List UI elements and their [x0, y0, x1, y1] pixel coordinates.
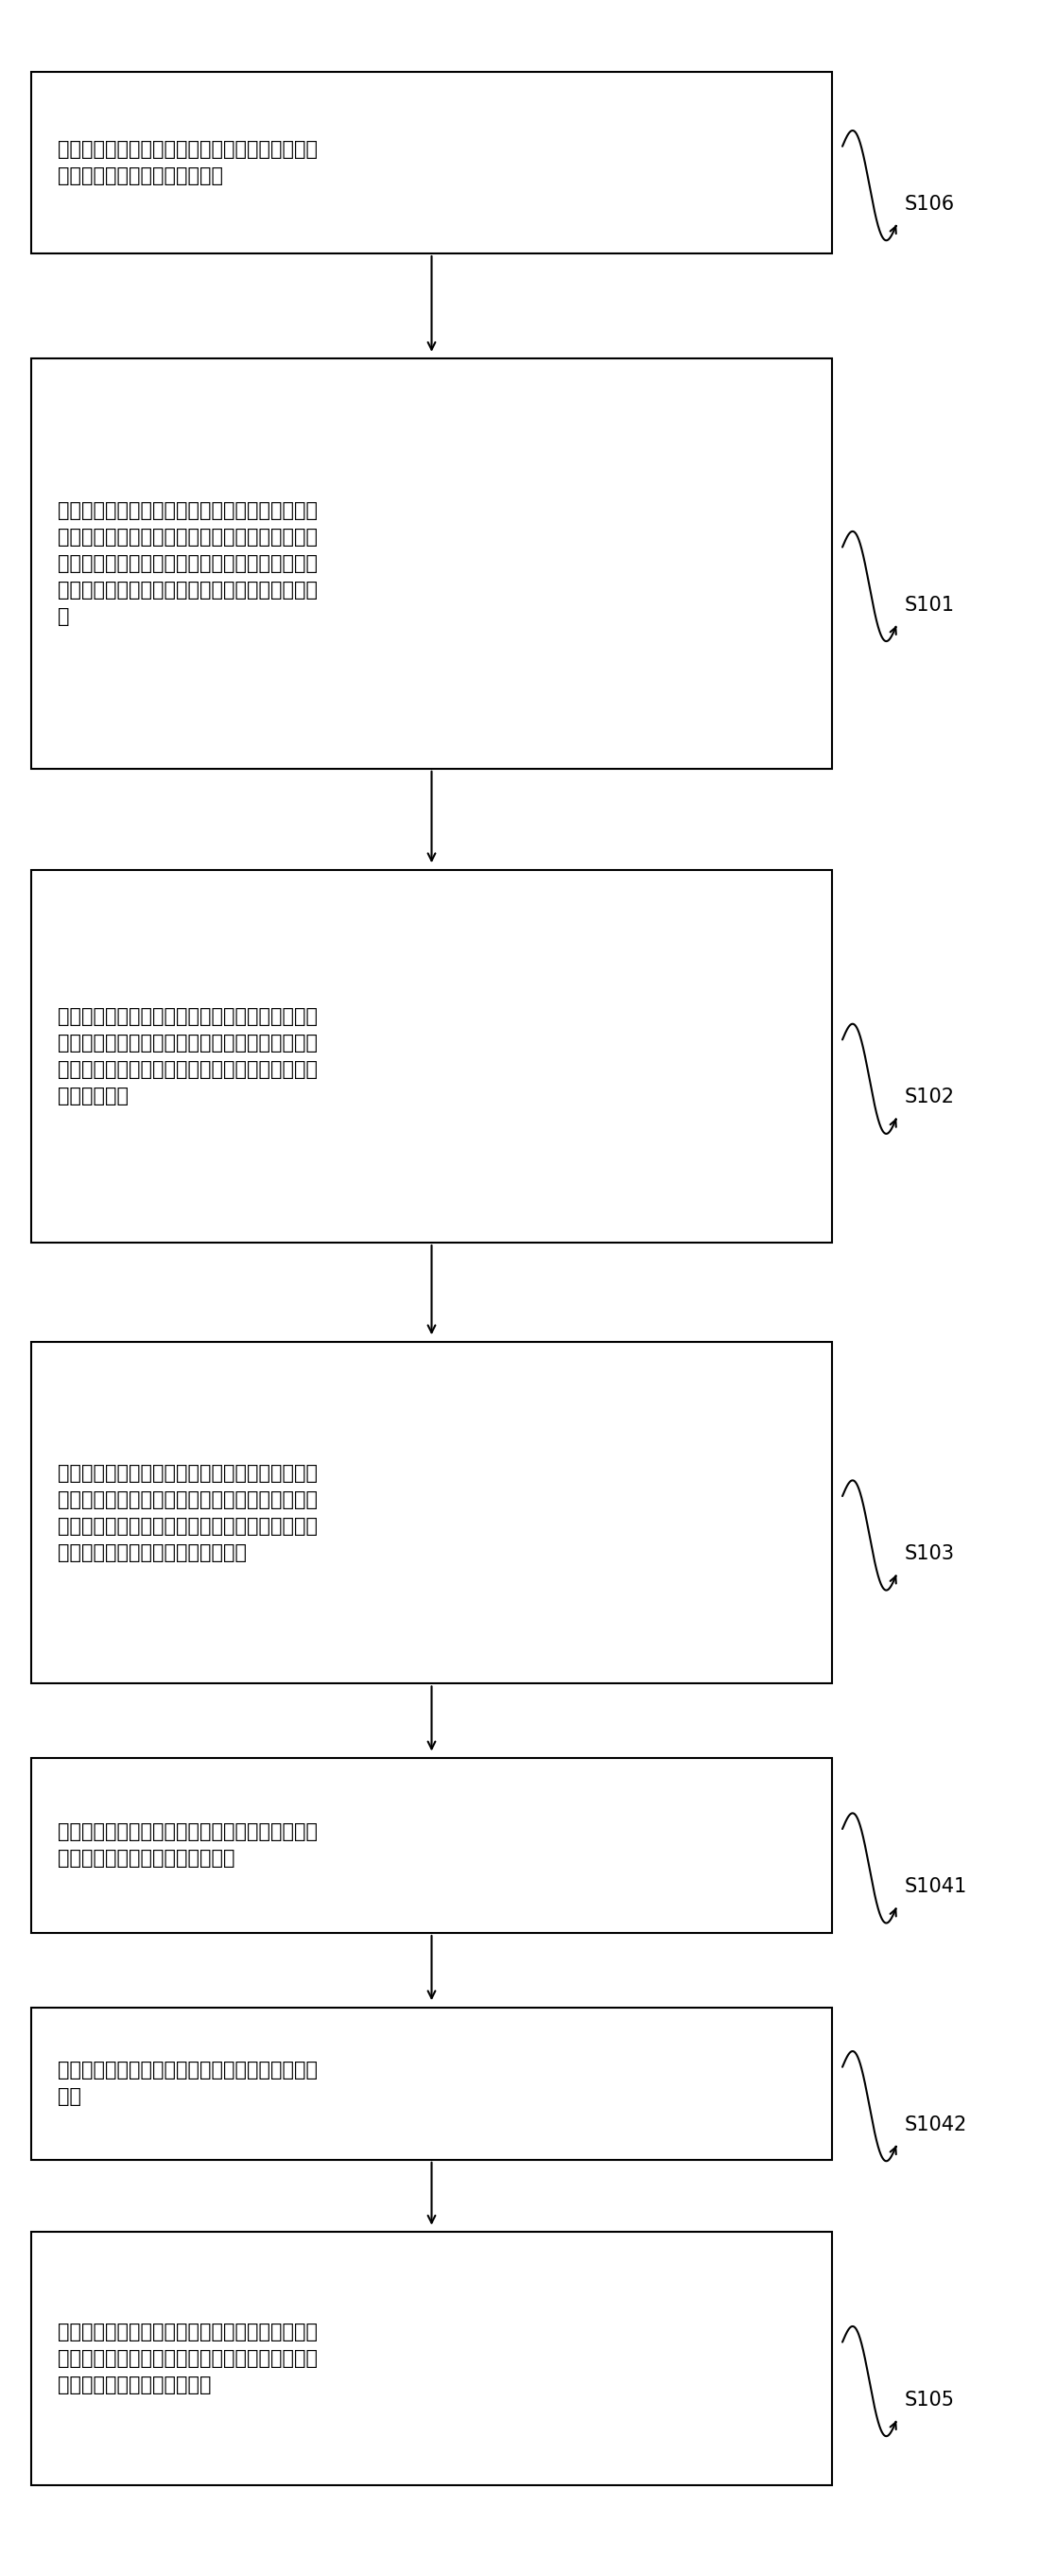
Bar	[31, 72, 832, 252]
Text: S103: S103	[905, 1546, 955, 1564]
Bar	[31, 1757, 832, 1932]
Bar	[31, 358, 832, 768]
Text: S1042: S1042	[905, 2115, 967, 2133]
Bar	[31, 2231, 832, 2486]
Text: S1041: S1041	[905, 1878, 967, 1896]
Text: S101: S101	[905, 595, 955, 613]
Text: S105: S105	[905, 2391, 955, 2409]
Text: S102: S102	[905, 1087, 955, 1108]
Text: 当接收到申请数据块请求，从各空闲块链表中确定
擦除次数最低的目标空闲块链表。: 当接收到申请数据块请求，从各空闲块链表中确定 擦除次数最低的目标空闲块链表。	[57, 1824, 317, 1868]
Text: 当检测到存在擦除次数允许范围的最大值低于擦除
均值的空闲块链表中包含的数据块总数低于个数阈
值，则为擦除次数最低的空闲块链表对应的区块设
置重置标签。: 当检测到存在擦除次数允许范围的最大值低于擦除 均值的空闲块链表中包含的数据块总数…	[57, 1007, 317, 1105]
Text: 预先构建多个以数据块擦除次数区分优先级并用于
存储数据块的空闲块链表和脏块链表，且将各数据
块基于擦除次数与擦除均值差、块类型、各表对应
的擦除次数允许范围分类: 预先构建多个以数据块擦除次数区分优先级并用于 存储数据块的空闲块链表和脏块链表，…	[57, 502, 317, 626]
Text: 若在预设时间阈值内未收到主机端下发的区块重置
指令，则将各脏块链表中擦除次数最低的数据块作
为源数据块，将各空闲块链表中擦除次数最高的数
据块作为目的数据块进行: 若在预设时间阈值内未收到主机端下发的区块重置 指令，则将各脏块链表中擦除次数最低…	[57, 1463, 317, 1561]
Bar	[31, 871, 832, 1242]
Bar	[31, 2007, 832, 2159]
Text: 按照块逻辑编号随机化算法对固态硬盘中各脏数据
块的磨损次数进行随机化处理。: 按照块逻辑编号随机化算法对固态硬盘中各脏数据 块的磨损次数进行随机化处理。	[57, 139, 317, 185]
Text: 将目标空闲块链表中擦除次数最低的数据块进行反
馈。: 将目标空闲块链表中擦除次数最低的数据块进行反 馈。	[57, 2061, 317, 2107]
Text: 当接收到擦除均值更改指令后，基于数据块当前擦
除次数与更新擦除均值的差值调整各空闲块链表和
各脏块链表中存储的数据块。: 当接收到擦除均值更改指令后，基于数据块当前擦 除次数与更新擦除均值的差值调整各空…	[57, 2324, 317, 2396]
Bar	[31, 1342, 832, 1685]
Text: S106: S106	[905, 196, 955, 214]
